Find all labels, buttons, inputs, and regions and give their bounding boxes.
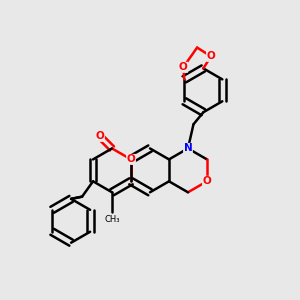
Text: O: O bbox=[207, 51, 215, 61]
Text: O: O bbox=[96, 131, 104, 141]
Text: CH₃: CH₃ bbox=[104, 214, 120, 224]
Text: O: O bbox=[202, 176, 211, 186]
Text: N: N bbox=[184, 143, 192, 153]
Text: O: O bbox=[179, 62, 188, 72]
Text: O: O bbox=[127, 154, 135, 164]
